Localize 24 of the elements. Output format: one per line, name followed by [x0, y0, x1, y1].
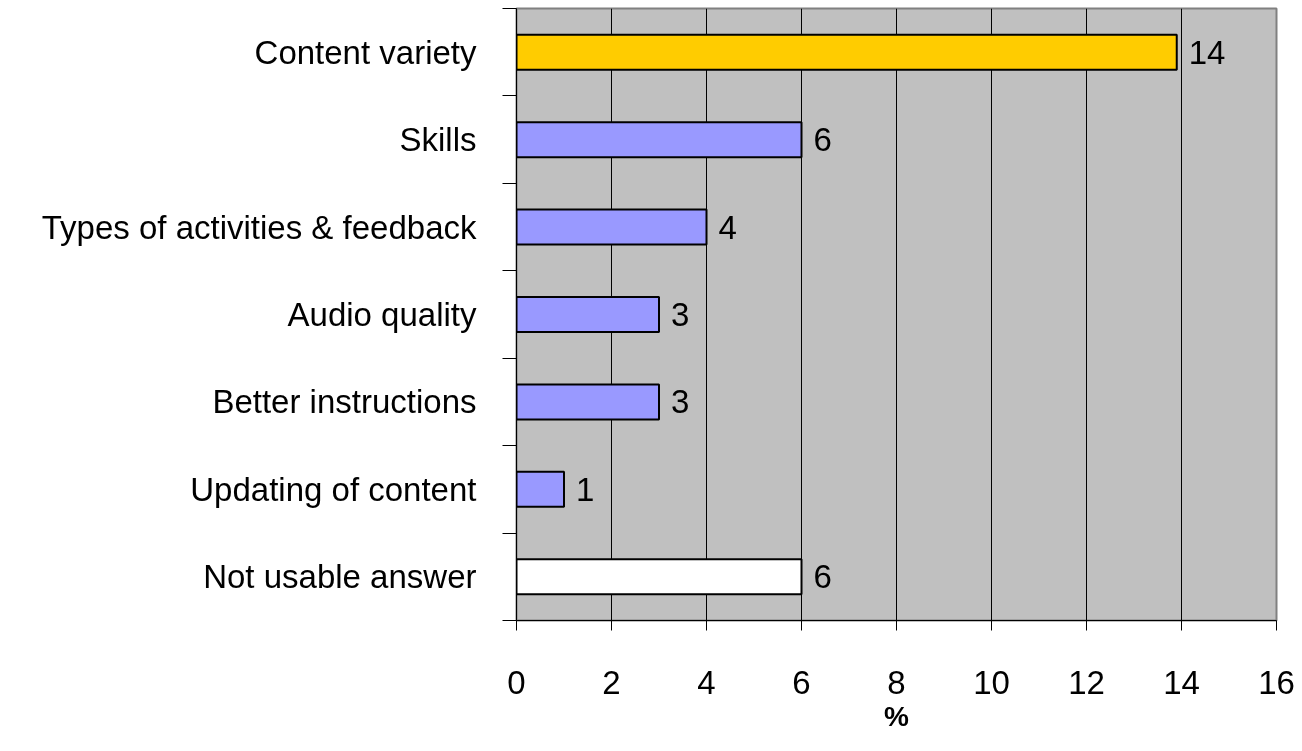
x-tick-label: 16: [1258, 663, 1295, 701]
x-tick-label: 10: [973, 663, 1010, 701]
data-label: 4: [718, 208, 737, 246]
y-tick-label: Skills: [399, 121, 477, 159]
x-tick-label: 8: [887, 663, 906, 701]
data-label: 14: [1188, 33, 1226, 71]
data-label: 1: [576, 470, 595, 508]
y-tick-label: Not usable answer: [203, 558, 477, 596]
y-tick-label: Updating of content: [190, 470, 477, 508]
x-tick-label: 2: [602, 663, 621, 701]
data-label: 6: [813, 121, 832, 159]
data-label: 3: [671, 383, 690, 421]
data-label: 6: [813, 558, 832, 596]
x-tick-label: 0: [507, 663, 526, 701]
y-tick-label: Better instructions: [212, 383, 477, 421]
data-label: 3: [671, 296, 690, 333]
y-tick-label: Types of activities & feedback: [41, 208, 477, 246]
y-tick-label: Audio quality: [287, 296, 477, 333]
y-tick-label: Content variety: [254, 33, 477, 71]
x-tick-label: 14: [1163, 663, 1200, 701]
x-axis-title: %: [884, 700, 910, 732]
x-tick-label: 12: [1068, 663, 1105, 701]
x-tick-label: 6: [792, 663, 811, 701]
x-tick-label: 4: [697, 663, 716, 701]
